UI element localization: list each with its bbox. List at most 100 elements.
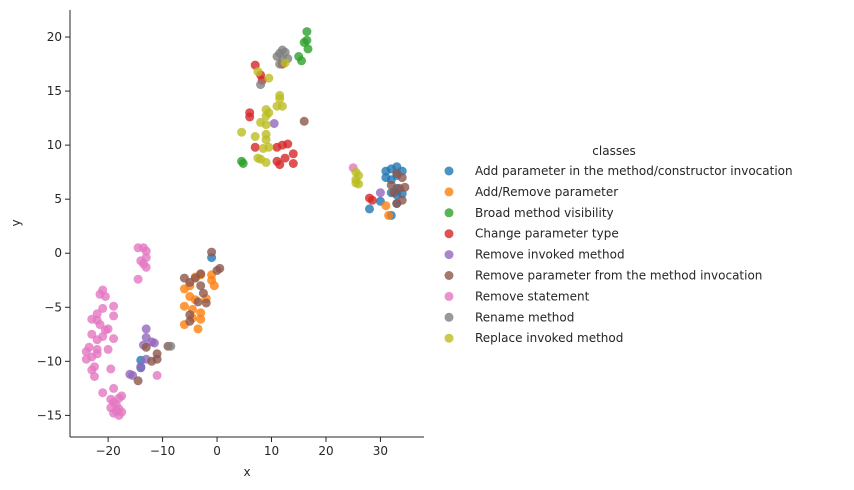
point-s6-10 bbox=[100, 292, 110, 301]
point-s5-2 bbox=[397, 173, 407, 183]
y-tick-label: −5 bbox=[44, 300, 62, 314]
legend-title: classes bbox=[592, 144, 635, 158]
point-s4-2 bbox=[141, 324, 151, 334]
y-axis-ticks: −15 −10 −5 0 5 10 15 20 bbox=[37, 30, 70, 422]
legend-marker bbox=[444, 187, 454, 197]
legend-marker bbox=[444, 250, 454, 260]
point-s5-12 bbox=[196, 269, 206, 279]
point-s5-16 bbox=[201, 298, 211, 308]
x-tick-label: 20 bbox=[318, 444, 333, 458]
legend-label: Broad method visibility bbox=[475, 206, 614, 220]
point-s6-25 bbox=[103, 324, 113, 334]
legend-marker bbox=[444, 166, 454, 176]
legend-label: Replace invoked method bbox=[475, 331, 623, 345]
legend-marker bbox=[444, 312, 454, 322]
point-s2-3 bbox=[303, 44, 313, 54]
point-s3-5 bbox=[245, 112, 255, 122]
point-s5-17 bbox=[185, 310, 195, 320]
point-s6-37 bbox=[109, 383, 119, 393]
point-s8-11 bbox=[261, 120, 271, 130]
x-tick-label: −20 bbox=[95, 444, 120, 458]
x-tick-label: −10 bbox=[150, 444, 175, 458]
legend: classes Add parameter in the method/cons… bbox=[444, 144, 793, 345]
x-tick-label: 10 bbox=[264, 444, 279, 458]
point-s5-25 bbox=[147, 356, 157, 366]
point-s6-13 bbox=[98, 303, 108, 313]
point-s3-14 bbox=[288, 159, 298, 168]
point-s8-13 bbox=[250, 132, 260, 141]
point-s3-9 bbox=[283, 139, 293, 149]
point-s5-19 bbox=[207, 247, 217, 257]
scatter-points bbox=[81, 27, 410, 420]
legend-marker bbox=[444, 291, 454, 301]
point-s5-14 bbox=[198, 288, 208, 298]
point-s5-13 bbox=[196, 281, 206, 291]
point-s6-26 bbox=[81, 347, 91, 357]
point-s6-17 bbox=[109, 311, 119, 321]
point-s4-8 bbox=[136, 362, 146, 372]
point-s8-4 bbox=[275, 94, 285, 104]
point-s3-16 bbox=[367, 195, 377, 205]
point-s6-41 bbox=[117, 391, 127, 401]
point-s1-18 bbox=[384, 210, 394, 220]
y-tick-label: −15 bbox=[37, 408, 62, 422]
y-tick-label: −10 bbox=[37, 354, 62, 368]
point-s3-6 bbox=[250, 142, 260, 152]
point-s8-20 bbox=[261, 157, 271, 167]
point-s6-7 bbox=[133, 274, 143, 284]
legend-label: Change parameter type bbox=[475, 227, 619, 241]
point-s6-35 bbox=[152, 370, 162, 380]
point-s2-5 bbox=[297, 56, 306, 66]
point-s6-36 bbox=[98, 388, 108, 398]
point-s8-15 bbox=[261, 135, 271, 145]
point-s1-4 bbox=[179, 301, 189, 311]
point-s1-17 bbox=[381, 201, 391, 211]
point-s1-14 bbox=[209, 281, 219, 291]
point-s0-13 bbox=[365, 204, 374, 214]
point-s8-1 bbox=[264, 73, 274, 83]
point-s8-2 bbox=[280, 58, 290, 68]
point-s0-6 bbox=[381, 173, 391, 183]
point-s4-10 bbox=[125, 369, 135, 379]
legend-marker bbox=[444, 229, 454, 239]
point-s6-33 bbox=[103, 344, 113, 354]
x-tick-label: 30 bbox=[373, 444, 388, 458]
point-s6-6 bbox=[141, 262, 151, 272]
y-tick-label: 5 bbox=[54, 192, 62, 206]
point-s6-21 bbox=[87, 329, 97, 339]
legend-label: Remove statement bbox=[475, 289, 590, 303]
point-s5-8 bbox=[392, 199, 402, 208]
point-s5-5 bbox=[386, 180, 396, 190]
point-s7-7 bbox=[256, 80, 266, 90]
point-s6-29 bbox=[81, 354, 91, 364]
legend-label: Rename method bbox=[475, 310, 574, 324]
legend-label: Remove parameter from the method invocat… bbox=[475, 269, 762, 283]
point-s6-2 bbox=[141, 246, 151, 256]
y-tick-label: 10 bbox=[47, 138, 62, 152]
legend-label: Remove invoked method bbox=[475, 248, 625, 262]
point-s6-16 bbox=[92, 315, 102, 325]
x-tick-label: 0 bbox=[213, 444, 221, 458]
legend-marker bbox=[444, 208, 454, 218]
point-s5-26 bbox=[133, 376, 143, 386]
x-axis-label: x bbox=[243, 465, 250, 479]
legend-label: Add/Remove parameter bbox=[475, 185, 618, 199]
point-s8-6 bbox=[277, 101, 287, 111]
x-axis-ticks: −20 −10 0 10 20 30 bbox=[95, 437, 388, 458]
y-tick-label: 20 bbox=[47, 30, 62, 44]
point-s4-6 bbox=[149, 338, 159, 348]
point-s3-13 bbox=[275, 160, 285, 170]
y-tick-label: 15 bbox=[47, 84, 62, 98]
point-s8-9 bbox=[261, 111, 271, 121]
point-s2-0 bbox=[302, 27, 312, 37]
point-s5-15 bbox=[193, 297, 203, 307]
point-s4-1 bbox=[375, 188, 385, 198]
point-s1-10 bbox=[193, 324, 203, 334]
point-s2-2 bbox=[299, 37, 309, 47]
point-s3-11 bbox=[280, 153, 290, 163]
point-s6-11 bbox=[109, 301, 119, 311]
point-s6-48 bbox=[117, 407, 127, 417]
legend-marker bbox=[444, 271, 454, 280]
y-axis-label: y bbox=[9, 219, 23, 226]
point-s2-7 bbox=[238, 159, 248, 168]
